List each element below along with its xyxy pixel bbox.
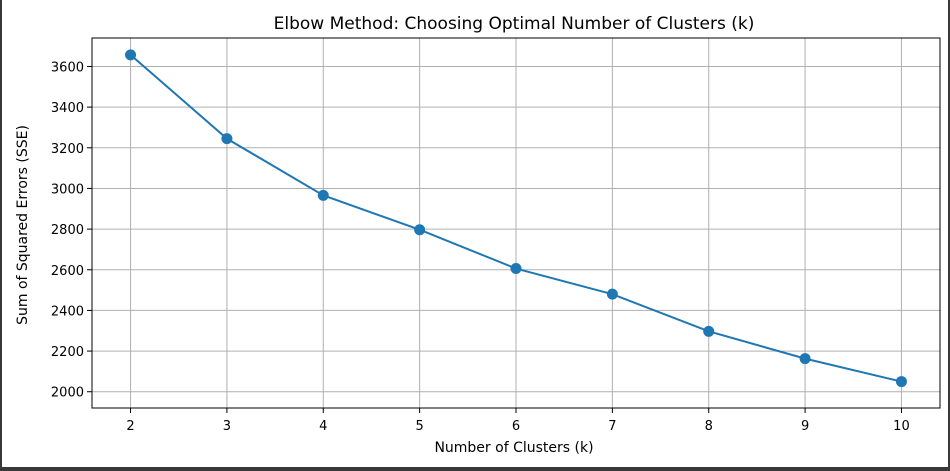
x-tick-label: 7 xyxy=(608,419,616,434)
x-tick-label: 9 xyxy=(801,419,809,434)
y-tick-label: 2200 xyxy=(51,345,84,360)
data-point-k2 xyxy=(125,49,137,61)
x-tick-label: 3 xyxy=(223,419,231,434)
y-tick-label: 3200 xyxy=(51,142,84,157)
x-tick-label: 2 xyxy=(126,419,134,434)
x-tick-label: 10 xyxy=(893,419,910,434)
x-axis-ticks: 2 3 4 5 6 7 8 9 10 xyxy=(126,408,910,434)
data-point-k10 xyxy=(895,376,907,388)
y-tick-label: 3600 xyxy=(51,60,84,75)
y-tick-label: 2400 xyxy=(51,304,84,319)
grid-lines xyxy=(92,38,940,408)
data-point-k5 xyxy=(414,224,426,236)
y-axis-label: Sum of Squared Errors (SSE) xyxy=(15,125,31,325)
data-point-k3 xyxy=(221,133,233,145)
x-axis-label: Number of Clusters (k) xyxy=(434,440,593,456)
y-tick-label: 2600 xyxy=(51,264,84,279)
data-point-k4 xyxy=(317,189,329,201)
x-tick-label: 5 xyxy=(415,419,423,434)
data-point-k7 xyxy=(606,288,618,300)
x-tick-label: 4 xyxy=(319,419,327,434)
x-tick-label: 8 xyxy=(705,419,713,434)
y-tick-label: 3000 xyxy=(51,182,84,197)
y-tick-label: 2000 xyxy=(51,386,84,401)
series-sse xyxy=(125,49,907,388)
data-point-k6 xyxy=(510,263,522,275)
data-point-k9 xyxy=(799,353,811,365)
y-tick-label: 2800 xyxy=(51,223,84,238)
chart-title: Elbow Method: Choosing Optimal Number of… xyxy=(274,14,755,34)
y-axis-ticks: 2000 2200 2400 2600 2800 3000 3200 3400 3600 xyxy=(51,60,92,401)
x-tick-label: 6 xyxy=(512,419,520,434)
data-point-k8 xyxy=(703,325,715,337)
y-tick-label: 3400 xyxy=(51,101,84,116)
